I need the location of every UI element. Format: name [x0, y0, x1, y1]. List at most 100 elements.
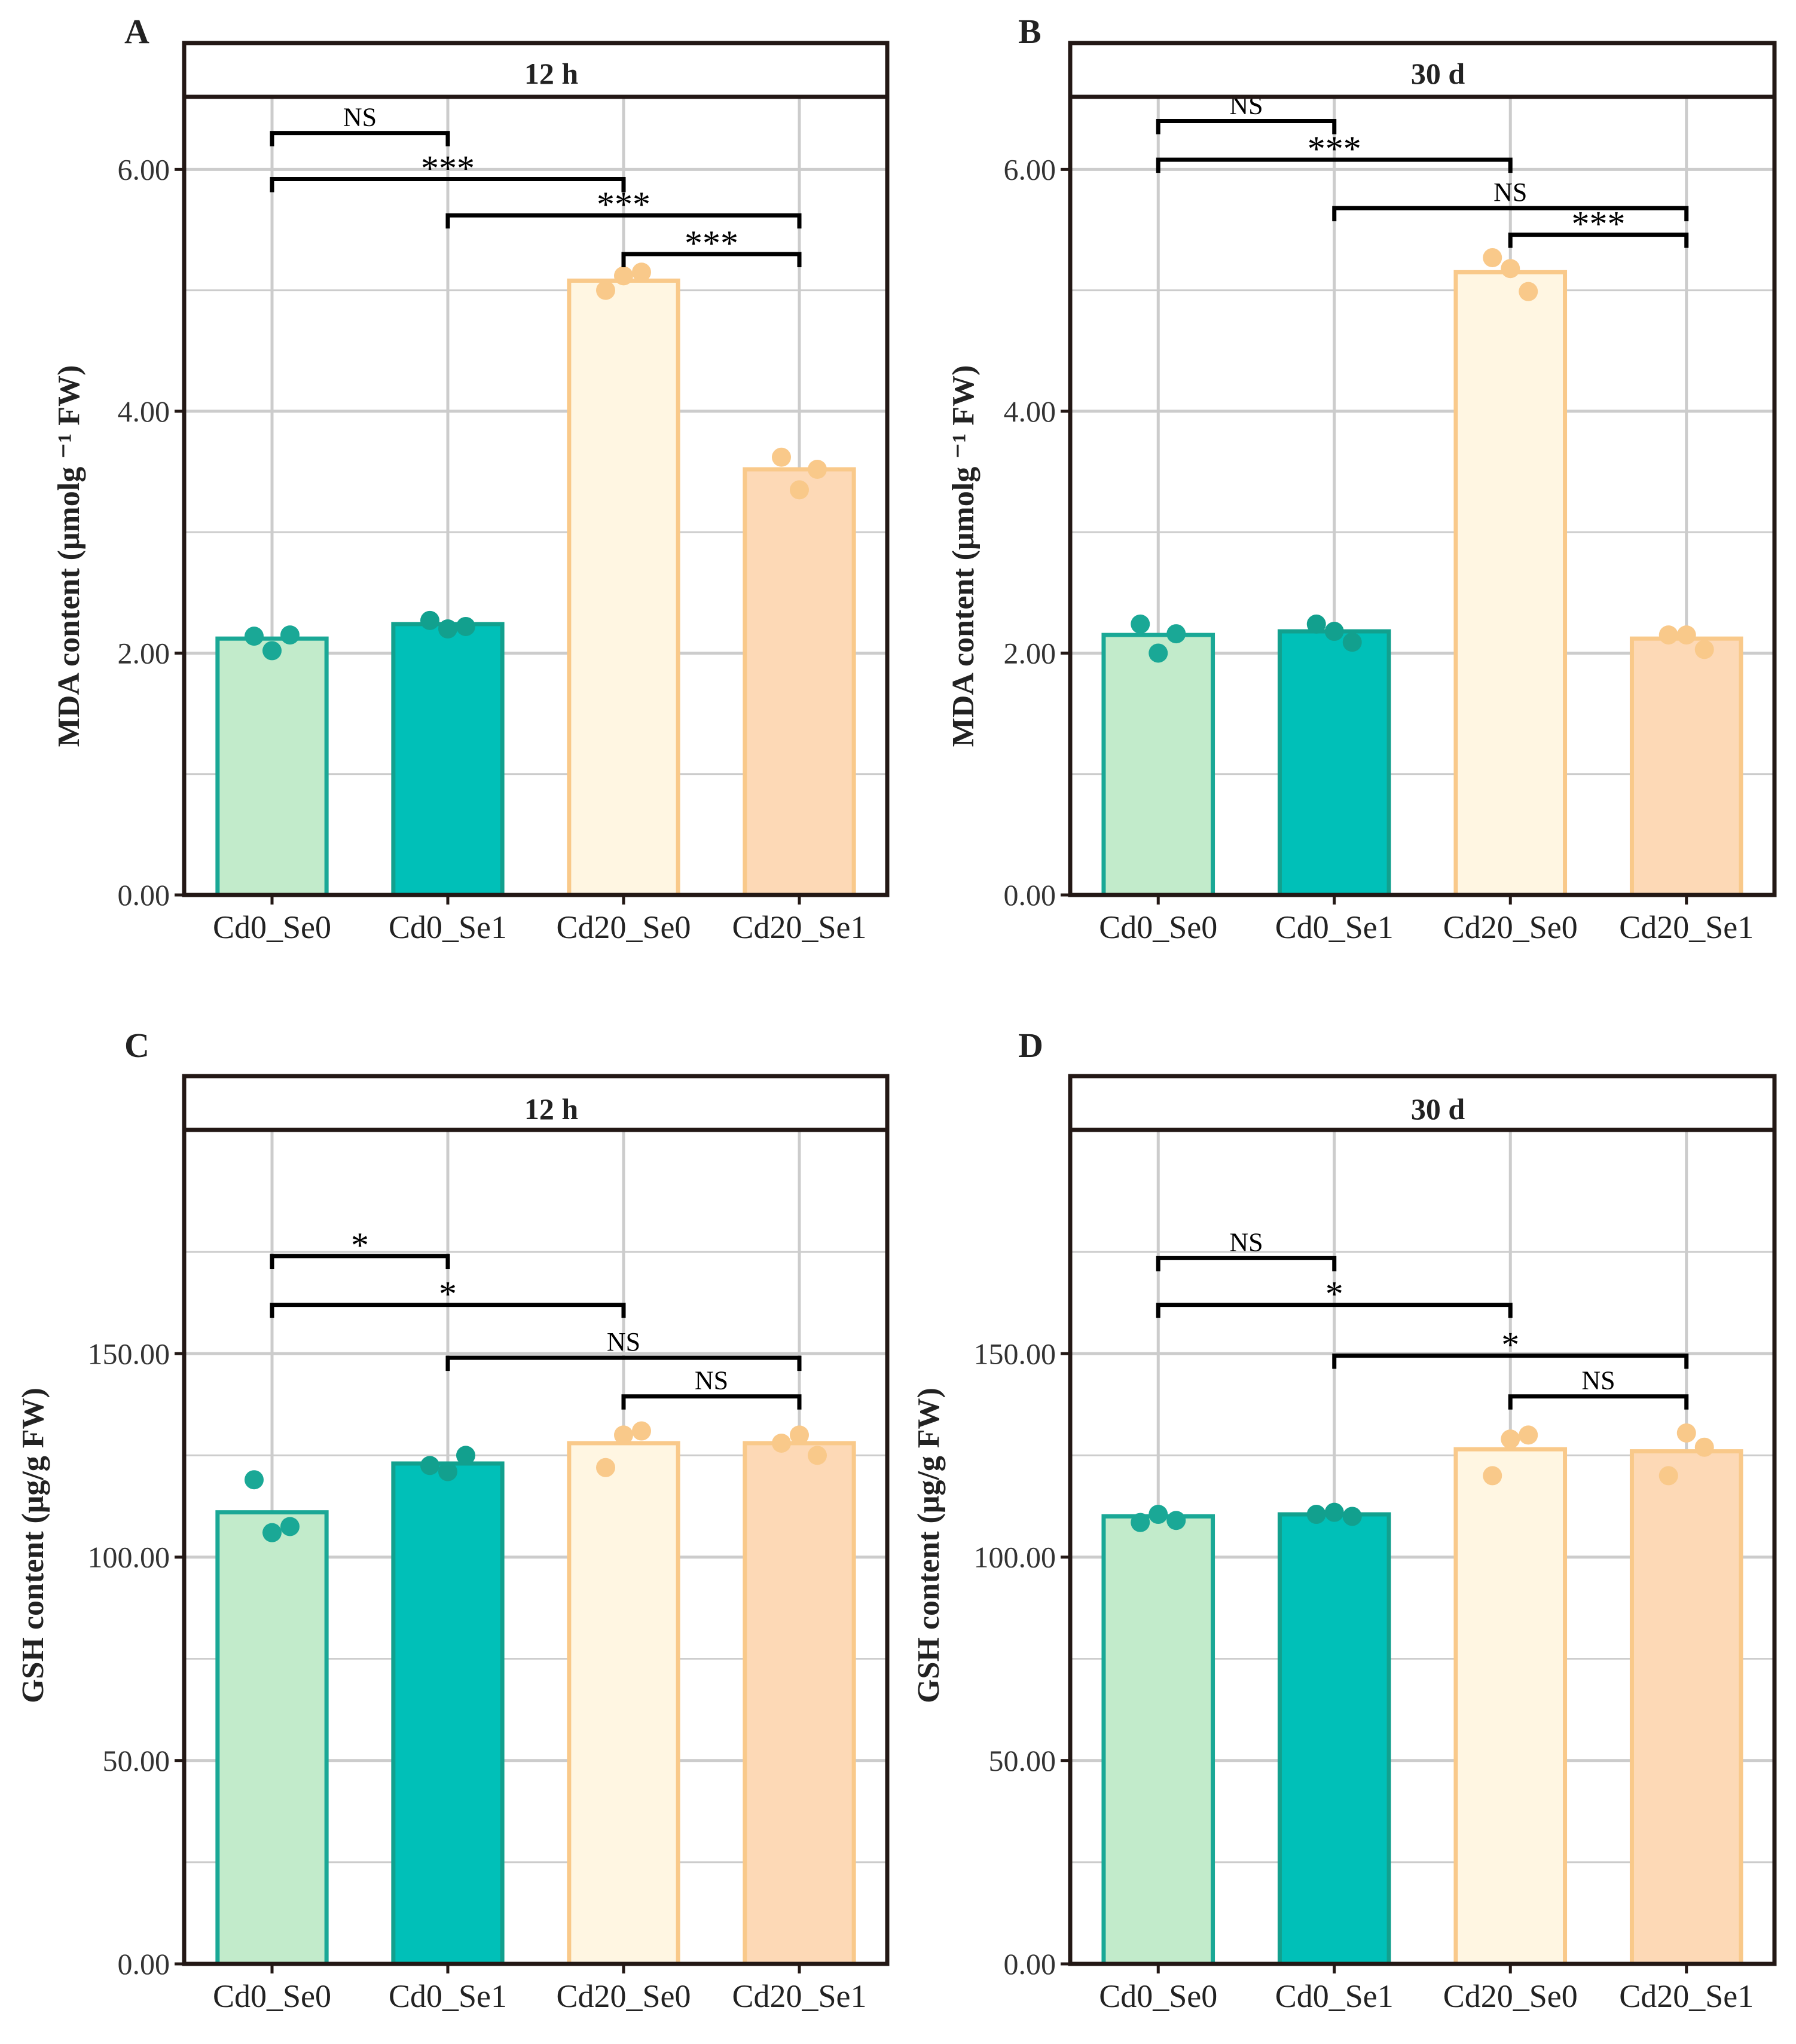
data-point	[420, 1456, 439, 1475]
y-tick-label: 4.00	[1004, 395, 1056, 428]
data-point	[1324, 1502, 1344, 1522]
panel-a-y-axis-label: MDA content (μmolg ⁻¹ FW)	[52, 365, 86, 747]
data-point	[1306, 1505, 1326, 1524]
panel-b-letter: B	[1018, 12, 1041, 51]
data-point	[245, 1470, 264, 1490]
panel-c: C * * NS NS 0.00 50.00 100.00 150.00 Cd0_Se0 Cd0_…	[16, 1026, 890, 2014]
x-tick-label: Cd0_Se0	[213, 909, 331, 945]
panel-d-strip-label: 30 d	[1411, 1092, 1465, 1126]
bar-Cd0_Se0	[1101, 1514, 1215, 1966]
data-point	[1166, 1511, 1186, 1530]
significance-label: ***	[421, 149, 475, 188]
bar-Cd0_Se0	[215, 636, 329, 897]
data-point	[1342, 1507, 1362, 1526]
panel-a-strip-label: 12 h	[524, 57, 579, 90]
y-tick-label: 4.00	[118, 395, 170, 428]
plot-frame	[182, 94, 890, 897]
y-tick-label: 6.00	[118, 152, 170, 186]
significance-bracket	[1332, 1353, 1689, 1369]
panel-d-letter: D	[1018, 1026, 1043, 1065]
bar-Cd0_Se0	[1101, 633, 1215, 897]
x-tick-label: Cd20_Se1	[1619, 1978, 1754, 2014]
panel-a-plot: NS *** *** *** 0.00 2.00 4.00 6.00 Cd0_Se0 Cd0_Se…	[118, 41, 890, 945]
bar-Cd20_Se0	[1453, 1447, 1568, 1966]
y-tick-label: 2.00	[1004, 636, 1056, 670]
plot-frame	[1068, 1128, 1777, 1966]
data-point	[632, 1421, 651, 1441]
y-tick-label: 0.00	[1004, 878, 1056, 912]
data-point	[1501, 259, 1520, 279]
data-point	[1324, 622, 1344, 641]
panel-c-strip-label: 12 h	[524, 1092, 579, 1126]
x-tick-label: Cd20_Se0	[556, 909, 691, 945]
significance-label: NS	[1229, 1227, 1263, 1257]
data-point	[772, 1433, 791, 1453]
x-tick-label: Cd20_Se1	[732, 1978, 866, 2014]
y-tick-label: 6.00	[1004, 152, 1056, 186]
data-point	[596, 280, 615, 300]
bar-Cd0_Se1	[1277, 1512, 1391, 1966]
significance-label: NS	[607, 1327, 640, 1356]
plot-frame	[182, 1128, 890, 1966]
data-point	[420, 610, 439, 630]
significance-label: ***	[685, 224, 738, 263]
data-point	[790, 480, 809, 500]
data-point	[1149, 643, 1168, 663]
data-point	[1131, 614, 1150, 634]
data-point	[262, 641, 282, 661]
significance-bracket	[1332, 206, 1689, 222]
data-point	[1658, 625, 1678, 645]
panel-c-y-axis-label: GSH content (μg/g FW)	[16, 1388, 50, 1703]
strip-header	[1068, 41, 1777, 99]
data-point	[245, 627, 264, 646]
data-point	[456, 1446, 475, 1465]
x-tick-label: Cd0_Se0	[1099, 909, 1217, 945]
strip-header	[182, 41, 890, 99]
data-point	[614, 266, 633, 286]
panel-d-plot: NS * * NS 0.00 50.00 100.00 150.00 Cd0_Se0 Cd0_Se…	[974, 1074, 1777, 2014]
significance-label: *	[1501, 1325, 1519, 1365]
bar-Cd20_Se0	[1453, 270, 1568, 897]
data-point	[280, 1517, 300, 1536]
data-point	[632, 262, 651, 282]
data-point	[1131, 1513, 1150, 1532]
panel-c-plot: * * NS NS 0.00 50.00 100.00 150.00 Cd0_Se0 Cd0_Se…	[88, 1074, 890, 2014]
bar-Cd20_Se0	[567, 278, 680, 897]
data-point	[790, 1425, 809, 1445]
significance-label: *	[439, 1275, 457, 1314]
significance-bracket	[270, 1254, 450, 1269]
significance-bracket	[270, 1303, 626, 1318]
significance-label: NS	[1581, 1366, 1615, 1395]
y-tick-label: 150.00	[974, 1337, 1056, 1370]
significance-label: ***	[597, 185, 650, 224]
significance-bracket	[1508, 1394, 1689, 1410]
significance-bracket	[445, 1355, 802, 1371]
y-tick-label: 50.00	[103, 1744, 170, 1777]
x-tick-label: Cd0_Se0	[213, 1978, 331, 2014]
data-point	[1676, 625, 1696, 645]
significance-label: ***	[1308, 129, 1361, 169]
data-point	[614, 1425, 633, 1445]
x-tick-label: Cd20_Se0	[1443, 1978, 1578, 2014]
data-point	[1342, 633, 1362, 652]
panel-c-letter: C	[124, 1026, 149, 1065]
bar-Cd0_Se1	[391, 1461, 505, 1966]
significance-label: NS	[343, 103, 377, 132]
bar-Cd0_Se1	[391, 622, 505, 897]
significance-bracket	[621, 252, 802, 267]
panel-d: D NS * * NS 0.00 50.00 100.00 150.00 Cd0_Se0 Cd0_…	[912, 1026, 1777, 2014]
bar-Cd20_Se1	[743, 1441, 856, 1966]
significance-bracket	[621, 1394, 802, 1410]
data-point	[596, 1458, 615, 1477]
y-tick-label: 0.00	[118, 878, 170, 912]
x-tick-label: Cd20_Se1	[732, 909, 866, 945]
data-point	[262, 1523, 282, 1542]
data-point	[280, 625, 300, 645]
data-point	[1694, 640, 1714, 659]
data-point	[1306, 614, 1326, 634]
significance-label: *	[351, 1226, 369, 1265]
significance-label: ***	[1572, 204, 1626, 244]
y-tick-label: 50.00	[989, 1744, 1056, 1777]
y-tick-label: 0.00	[1004, 1947, 1056, 1981]
